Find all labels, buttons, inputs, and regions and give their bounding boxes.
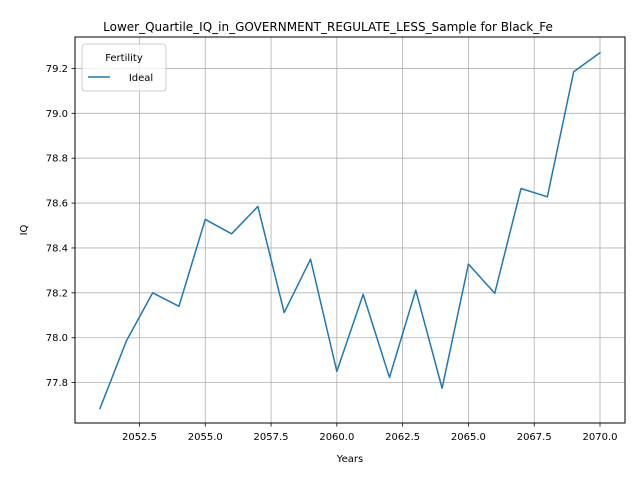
legend-label-ideal: Ideal <box>129 73 153 84</box>
y-tick-label: 78.0 <box>46 333 68 344</box>
x-tick-label: 2060.0 <box>319 432 354 443</box>
y-tick-label: 78.4 <box>46 243 68 254</box>
x-tick-label: 2067.5 <box>517 432 552 443</box>
y-axis-label: IQ <box>19 224 30 235</box>
legend: Fertility Ideal <box>81 43 167 92</box>
x-tick-label: 2052.5 <box>122 432 157 443</box>
x-tick-label: 2070.0 <box>583 432 618 443</box>
y-tick-label: 78.2 <box>46 288 68 299</box>
chart-title: Lower_Quartile_IQ_in_GOVERNMENT_REGULATE… <box>103 20 553 34</box>
plot-frame <box>74 36 626 424</box>
y-tick-label: 79.0 <box>46 109 68 120</box>
axis-ticks: 2052.5 2055.0 2057.5 2060.0 2062.5 2065.0 2067… <box>46 64 618 443</box>
y-tick-label: 77.8 <box>46 378 68 389</box>
y-tick-label: 78.6 <box>46 199 68 210</box>
legend-box <box>81 43 167 92</box>
series-line-ideal <box>99 51 602 410</box>
legend-title: Fertility <box>105 53 143 64</box>
x-tick-label: 2065.0 <box>451 432 486 443</box>
x-tick-label: 2057.5 <box>254 432 289 443</box>
x-axis-label: Years <box>336 454 363 465</box>
grid <box>75 37 625 423</box>
y-tick-label: 79.2 <box>46 64 68 75</box>
y-tick-label: 78.8 <box>46 154 68 165</box>
x-tick-label: 2055.0 <box>188 432 223 443</box>
x-tick-label: 2062.5 <box>385 432 420 443</box>
series-layer <box>99 51 602 410</box>
